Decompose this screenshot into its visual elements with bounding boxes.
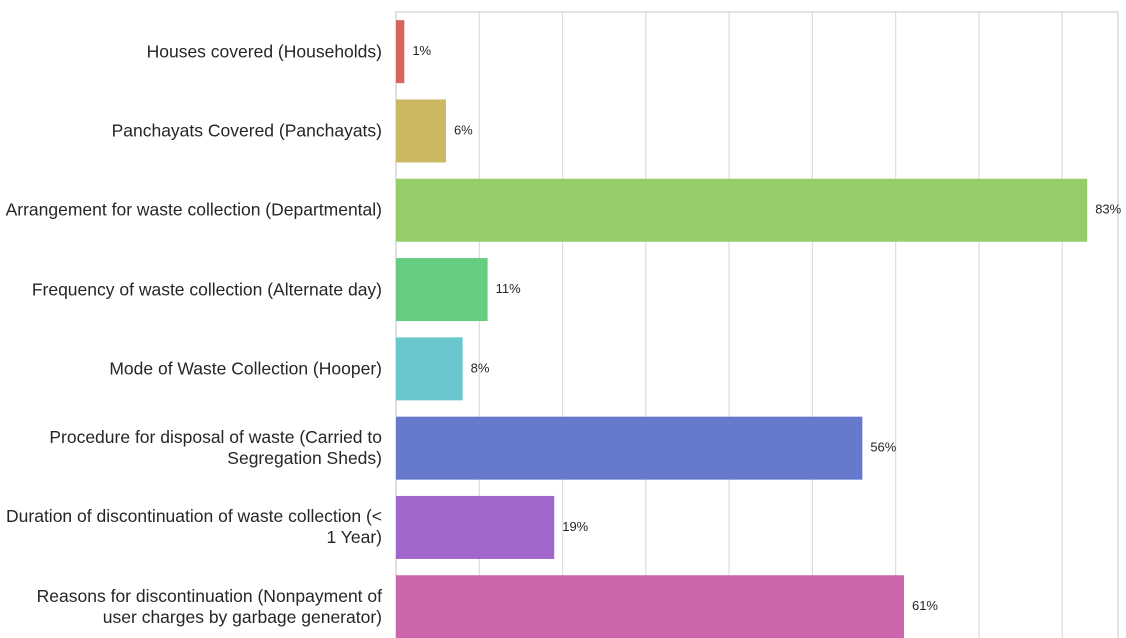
value-label: 1%	[412, 43, 431, 58]
y-tick-label: Procedure for disposal of waste (Carried…	[49, 427, 382, 469]
bar	[396, 575, 904, 638]
y-tick-label: Panchayats Covered (Panchayats)	[111, 120, 382, 141]
bar	[396, 337, 463, 401]
y-tick-label: Mode of Waste Collection (Hooper)	[109, 358, 382, 379]
value-label: 83%	[1095, 202, 1121, 217]
y-tick-label: Houses covered (Households)	[146, 41, 382, 62]
y-tick-label: Reasons for discontinuation (Nonpayment …	[36, 585, 382, 627]
value-label: 8%	[471, 360, 490, 375]
y-tick-label: Frequency of waste collection (Alternate…	[31, 279, 382, 300]
value-label: 11%	[496, 281, 521, 296]
value-label: 56%	[870, 440, 896, 455]
y-tick-label: Arrangement for waste collection (Depart…	[5, 199, 382, 220]
bar	[396, 258, 488, 322]
bar	[396, 178, 1088, 242]
bar	[396, 20, 405, 84]
bar	[396, 416, 863, 480]
value-label: 61%	[912, 598, 938, 613]
bar	[396, 99, 446, 163]
value-label: 6%	[454, 122, 473, 137]
y-tick-label: Duration of discontinuation of waste col…	[6, 506, 382, 548]
value-label: 19%	[562, 519, 588, 534]
plot-frame	[395, 11, 1119, 638]
bar	[396, 495, 555, 559]
